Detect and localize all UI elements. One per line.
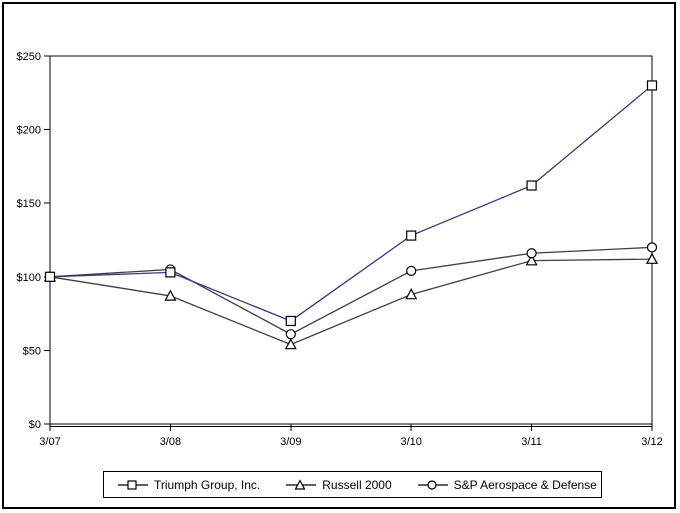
y-axis-label: $200 [17, 125, 41, 137]
y-axis-label: $150 [17, 198, 41, 210]
legend-label-sp-aerospace-defense: S&P Aerospace & Defense [453, 477, 597, 492]
triangle-marker-icon [286, 478, 317, 490]
x-axis-label: 3/10 [400, 436, 421, 448]
marker-square [646, 80, 658, 91]
y-axis-label: $100 [17, 272, 41, 284]
x-axis-label: 3/12 [641, 436, 662, 448]
chart-legend: Triumph Group, Inc. Russell 2000 S&P Aer… [103, 471, 602, 498]
marker-square [165, 267, 176, 278]
x-axis-label: 3/11 [521, 436, 542, 448]
marker-circle [406, 265, 417, 277]
marker-circle [646, 242, 658, 253]
marker-square [285, 315, 296, 327]
y-axis-label: $250 [17, 51, 41, 63]
plot-border [49, 55, 653, 425]
marker-triangle [646, 252, 658, 264]
legend-label-triumph-group: Triumph Group, Inc. [154, 477, 261, 492]
y-axis-label: $0 [29, 419, 41, 431]
x-axis-label: 3/08 [160, 436, 181, 448]
marker-triangle [164, 289, 177, 301]
square-marker-icon [118, 479, 148, 490]
y-axis-label: $50 [23, 345, 41, 357]
legend-item-sp-aerospace-defense: S&P Aerospace & Defense [417, 477, 597, 492]
marker-square [526, 180, 537, 191]
marker-circle [526, 248, 537, 259]
series-line-0 [49, 84, 653, 322]
series-line-2 [49, 246, 653, 335]
x-axis-label: 3/09 [280, 436, 301, 448]
legend-label-russell-2000: Russell 2000 [322, 477, 392, 492]
circle-marker-icon [417, 479, 448, 490]
marker-square [406, 230, 417, 241]
marker-triangle [525, 254, 538, 266]
x-axis-label: 3/07 [39, 436, 60, 448]
marker-triangle [405, 287, 418, 300]
legend-item-russell-2000: Russell 2000 [286, 477, 392, 492]
marker-square [44, 271, 56, 282]
marker-circle [285, 329, 296, 340]
legend-item-triumph-group: Triumph Group, Inc. [118, 478, 260, 492]
series-line-1 [49, 258, 653, 346]
marker-triangle [284, 338, 297, 350]
